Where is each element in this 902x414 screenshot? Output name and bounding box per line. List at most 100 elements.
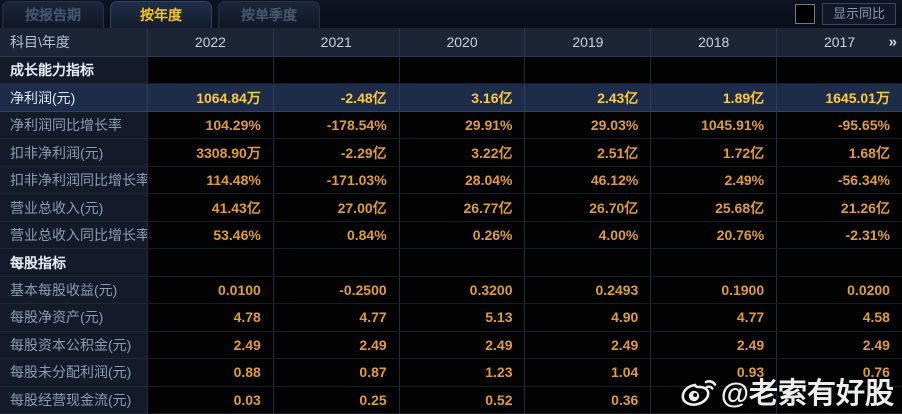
cell-value (272, 249, 399, 277)
section-header-row: 成长能力指标 (0, 57, 902, 85)
header-year-2018[interactable]: 2018 (650, 28, 777, 57)
tab-by-single-quarter[interactable]: 按单季度 (218, 1, 320, 28)
cell-value: 53.46% (147, 221, 273, 250)
cell-value: 0.36 (524, 386, 651, 414)
cell-value: 2.49 (147, 331, 273, 360)
cell-value (147, 57, 273, 85)
row-label: 营业总收入同比增长率 (0, 221, 147, 250)
table-row: 扣非净利润同比增长率 114.48% -171.03% 28.04% 46.12% 2.4… (0, 166, 902, 195)
header-year-2022[interactable]: 2022 (147, 28, 273, 57)
table-body: 成长能力指标 净利润(元) 1064.84万 -2.48亿 3.16亿 2.43亿 1.89… (0, 57, 902, 414)
cell-value: 1.04 (524, 359, 651, 387)
cell-value: 0.3200 (398, 276, 525, 305)
row-label: 扣非净利润同比增长率 (0, 166, 147, 195)
header-year-2017[interactable]: 2017 » (776, 28, 902, 57)
cell-value: 20.76% (650, 221, 777, 250)
cell-value: 1.72亿 (650, 139, 777, 167)
cell-value: -178.54% (272, 111, 399, 140)
cell-value (650, 57, 777, 85)
cell-value: 1645.01万 (776, 84, 902, 112)
more-years-chevron-icon[interactable]: » (888, 33, 897, 51)
cell-value: 4.58 (776, 304, 902, 332)
cell-value: 29.91% (398, 111, 525, 140)
cell-value: -2.31% (776, 221, 902, 250)
cell-value: 0.0200 (776, 276, 902, 305)
cell-value: 0.03 (147, 386, 273, 414)
header-subject-label: 科目\年度 (0, 28, 147, 57)
cell-value: 1.89亿 (650, 84, 777, 112)
cell-value: 3.16亿 (398, 84, 525, 112)
cell-value: 41.43亿 (147, 194, 273, 222)
cell-value: 26.70亿 (524, 194, 651, 222)
tab-by-report-period[interactable]: 按报告期 (2, 1, 104, 28)
row-label: 每股指标 (0, 249, 147, 277)
show-yoy-label[interactable]: 显示同比 (821, 3, 896, 25)
cell-value: 28.04% (398, 166, 525, 195)
cell-value: 26.77亿 (398, 194, 525, 222)
cell-value: 25.68亿 (650, 194, 777, 222)
row-label: 成长能力指标 (0, 57, 147, 85)
row-label: 营业总收入(元) (0, 194, 147, 222)
header-year-2021[interactable]: 2021 (272, 28, 399, 57)
cell-value: 4.90 (524, 304, 651, 332)
cell-value: 3308.90万 (147, 139, 273, 167)
cell-value: 2.49 (524, 331, 651, 360)
cell-value (524, 249, 651, 277)
cell-value: -2.29亿 (272, 139, 399, 167)
tab-by-year[interactable]: 按年度 (110, 1, 212, 28)
cell-value: 46.12% (524, 166, 651, 195)
cell-value: -56.34% (776, 166, 902, 195)
cell-value: 2.43亿 (524, 84, 651, 112)
cell-value: 0.87 (272, 359, 399, 387)
cell-value (398, 57, 525, 85)
cell-value: 0.84% (272, 221, 399, 250)
show-yoy-checkbox[interactable] (794, 4, 815, 24)
row-label: 每股未分配利润(元) (0, 359, 147, 387)
cell-value: 104.29% (147, 111, 273, 140)
cell-value: 0.52 (398, 386, 525, 414)
table-header-row: 科目\年度 2022 2021 2020 2019 2018 2017 » (0, 28, 902, 57)
cell-value: 0.1900 (650, 276, 777, 305)
cell-value: 0.76 (776, 359, 902, 387)
table-row: 基本每股收益(元) 0.0100 -0.2500 0.3200 0.2493 0.1900… (0, 276, 902, 305)
cell-value (272, 57, 399, 85)
cell-value: -95.65% (776, 111, 902, 140)
table-row: 每股资本公积金(元) 2.49 2.49 2.49 2.49 2.49 2.49 (0, 331, 902, 360)
cell-value: 3.22亿 (398, 139, 525, 167)
table-row: 营业总收入同比增长率 53.46% 0.84% 0.26% 4.00% 20.76% -2.… (0, 221, 902, 250)
cell-value: 1.23 (398, 359, 525, 387)
tab-bar: 按报告期 按年度 按单季度 显示同比 (0, 0, 902, 28)
cell-value: 1064.84万 (147, 84, 273, 112)
cell-value (398, 249, 525, 277)
cell-value: 0.26% (398, 221, 525, 250)
header-year-2019[interactable]: 2019 (524, 28, 651, 57)
cell-value: 2.49 (272, 331, 399, 360)
financial-table: 科目\年度 2022 2021 2020 2019 2018 2017 » 成长… (0, 28, 902, 414)
row-label: 净利润(元) (0, 84, 147, 112)
cell-value: 2.49% (650, 166, 777, 195)
cell-value: 1045.91% (650, 111, 777, 140)
row-label: 每股资本公积金(元) (0, 331, 147, 360)
cell-value: 27.00亿 (272, 194, 399, 222)
section-header-row: 每股指标 (0, 249, 902, 277)
header-year-2020[interactable]: 2020 (398, 28, 525, 57)
cell-value: 1.68亿 (776, 139, 902, 167)
table-row: 营业总收入(元) 41.43亿 27.00亿 26.77亿 26.70亿 25.68亿 21… (0, 194, 902, 222)
table-row: 净利润(元) 1064.84万 -2.48亿 3.16亿 2.43亿 1.89亿 1645.… (0, 84, 902, 112)
cell-value (147, 249, 273, 277)
cell-value: -2.48亿 (272, 84, 399, 112)
table-row: 每股经营现金流(元) 0.03 0.25 0.52 0.36 (0, 386, 902, 414)
cell-value: 4.78 (147, 304, 273, 332)
row-label: 扣非净利润(元) (0, 139, 147, 167)
cell-value: 4.77 (650, 304, 777, 332)
cell-value: 0.88 (147, 359, 273, 387)
cell-value: 2.49 (398, 331, 525, 360)
cell-value: 2.49 (650, 331, 777, 360)
cell-value: 114.48% (147, 166, 273, 195)
cell-value (776, 57, 902, 85)
cell-value: 4.00% (524, 221, 651, 250)
table-row: 每股净资产(元) 4.78 4.77 5.13 4.90 4.77 4.58 (0, 304, 902, 332)
row-label: 每股经营现金流(元) (0, 386, 147, 414)
header-year-2017-label: 2017 (823, 34, 856, 50)
